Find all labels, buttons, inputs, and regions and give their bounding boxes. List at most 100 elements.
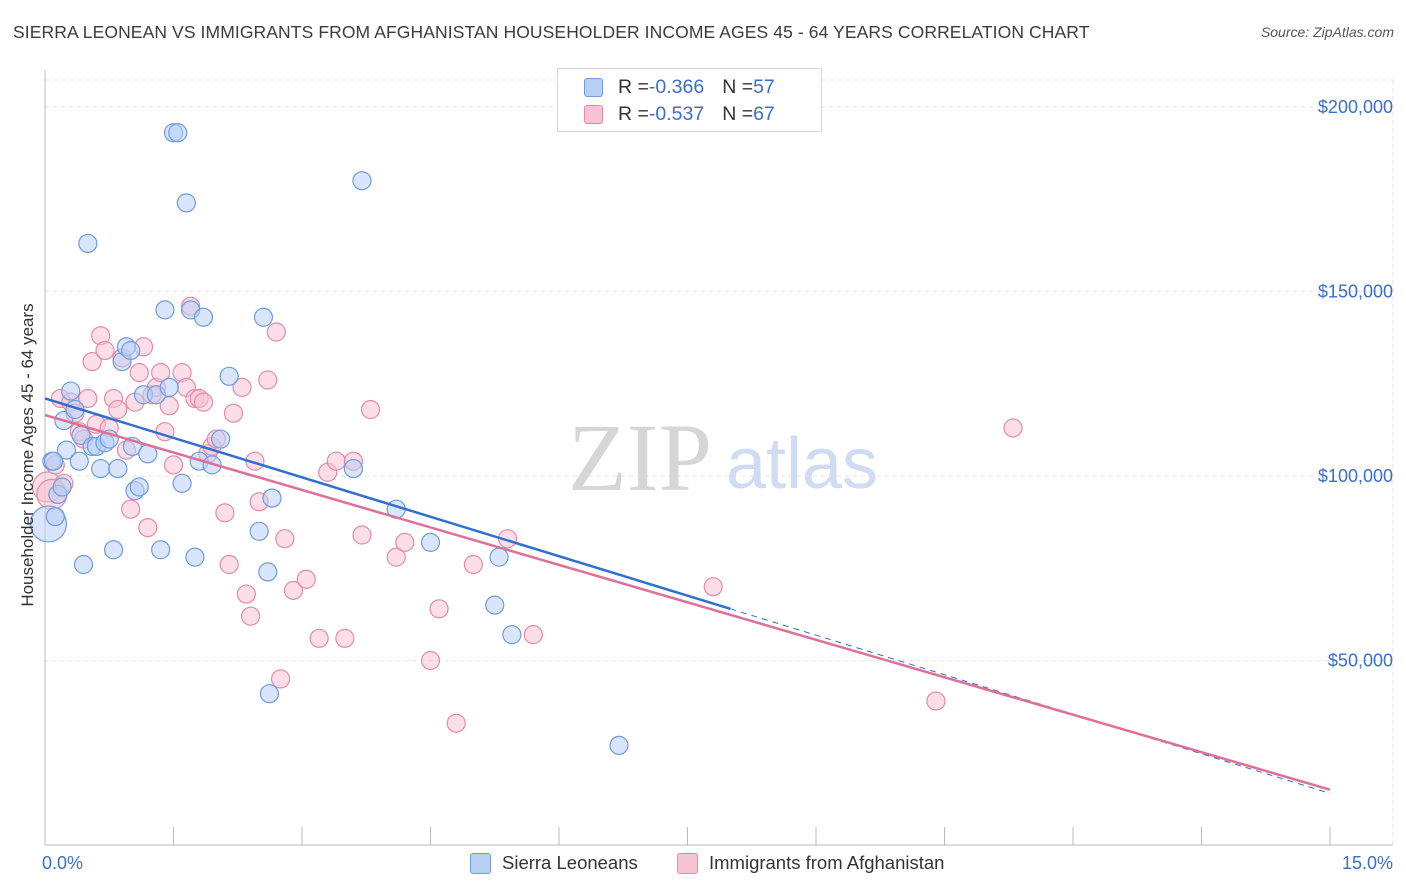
sierra-leonean-point-33 [168, 123, 188, 143]
sierra-leonean-point-9 [69, 451, 89, 471]
afghanistan-point-47 [258, 370, 278, 390]
sierra-leonean-point-39 [193, 307, 214, 327]
sierra-leonean-point-41 [211, 429, 231, 449]
legend-swatch-pink [584, 104, 603, 124]
afghanistan-point-39 [215, 503, 235, 523]
afghanistan-point-13 [95, 340, 115, 361]
afghanistan-point-40 [219, 554, 239, 575]
x-tick-label-min: 0.0% [42, 853, 83, 873]
y-axis-label: Householder Income Ages 45 - 64 years [18, 303, 37, 606]
legend-swatch-afghanistan [677, 852, 698, 874]
trend-lines [44, 397, 1331, 794]
afghanistan-point-51 [283, 580, 304, 600]
legend-item-afghanistan[interactable]: Immigrants from Afghanistan [677, 852, 944, 874]
sierra-leonean-point-56 [43, 451, 64, 471]
afghanistan-point-10 [82, 351, 102, 372]
legend-blue-r-value: -0.366 [648, 75, 705, 98]
sierra-leonean-point-46 [259, 684, 280, 704]
sierra-leonean-point-34 [172, 473, 192, 493]
sierra-leonean-point-7 [61, 381, 81, 401]
afghanistan-point-60 [386, 547, 406, 567]
sierra-leonean-point-15 [91, 458, 111, 479]
afghanistan-point-56 [335, 628, 355, 648]
legend-row-pink: R = -0.537 N = 67 [584, 101, 775, 127]
afghanistan-point-63 [429, 599, 449, 619]
sierra-leonean-point-4 [52, 477, 72, 497]
afghanistan-point-16 [108, 399, 128, 420]
afghanistan-point-65 [463, 554, 483, 575]
watermark-atlas: atlas [726, 424, 878, 504]
sierra-leonean-point-30 [155, 300, 175, 320]
afghanistan-point-52 [296, 569, 316, 589]
afghanistan-point-49 [270, 669, 291, 689]
afghanistan-point-64 [446, 713, 466, 733]
sierra-leonean-point-49 [352, 171, 372, 191]
legend-pink-r-label: R = [618, 102, 649, 125]
afghanistan-point-58 [352, 525, 372, 545]
afghanistan-point-68 [703, 577, 723, 597]
y-tick-label-2: $150,000 [1318, 281, 1393, 301]
sierra-leonean-point-11 [73, 554, 94, 575]
sierra-leonean-point-48 [343, 458, 363, 479]
y-tick-labels: $50,000 $100,000 $150,000 $200,000 [1318, 97, 1393, 671]
sierra-leonean-point-42 [219, 366, 239, 386]
afghanistan-point-59 [360, 399, 381, 420]
legend-label-afghanistan: Immigrants from Afghanistan [709, 852, 945, 873]
afghanistan-point-48 [266, 322, 286, 342]
sierra-leonean-point-44 [253, 307, 274, 327]
afghanistan-point-26 [151, 363, 171, 383]
sierra-leonean-point-43 [249, 521, 269, 541]
afghanistan-point-35 [193, 392, 214, 412]
correlation-legend: R = -0.366 N = 57 R = -0.537 N = 67 [557, 68, 822, 132]
legend-swatch-sierra-leoneans [470, 852, 491, 874]
afghanistan-point-67 [523, 625, 543, 645]
afghanistan-point-55 [326, 451, 346, 471]
afghanistan-point-9 [78, 388, 98, 409]
sierra-leonean-point-12 [78, 233, 98, 254]
sierra-leonean-point-37 [185, 547, 205, 567]
sierra-leonean-point-47 [262, 488, 282, 508]
afghanistan-point-44 [241, 606, 261, 626]
afghanistan-point-50 [275, 529, 295, 549]
watermark-zip: ZIP [568, 404, 712, 511]
legend-label-sierra-leoneans: Sierra Leoneans [502, 852, 638, 873]
legend-row-blue: R = -0.366 N = 57 [584, 74, 775, 100]
y-tick-label-0: $50,000 [1328, 650, 1393, 670]
legend-item-sierra-leoneans[interactable]: Sierra Leoneans [470, 852, 638, 874]
legend-pink-n-label: N = [722, 102, 754, 125]
legend-pink-n-value: 67 [753, 102, 775, 125]
chart-title: SIERRA LEONEAN VS IMMIGRANTS FROM AFGHAN… [13, 22, 1090, 42]
afghanistan-point-70 [1003, 418, 1023, 438]
source-label: Source: ZipAtlas.com [1260, 24, 1394, 40]
sierra-leonean-point-18 [103, 540, 124, 560]
sierra-leonean-point-22 [121, 340, 141, 361]
afghanistan-point-42 [232, 377, 252, 397]
afghanistan-point-69 [926, 691, 946, 711]
watermark: ZIP atlas [568, 404, 878, 511]
trend-line-sierra-leoneans [44, 397, 731, 611]
sierra-leonean-point-55 [609, 735, 629, 755]
afghanistan-point-62 [420, 650, 441, 671]
series-legend: Sierra Leoneans Immigrants from Afghanis… [0, 852, 1406, 878]
legend-pink-r-value: -0.537 [648, 102, 705, 125]
sierra-leonean-point-31 [159, 377, 179, 397]
x-tick-labels: 0.0% 15.0% [42, 853, 1393, 873]
sierra-leonean-point-25 [129, 477, 149, 497]
sierra-leonean-point-35 [176, 193, 196, 213]
legend-blue-r-label: R = [618, 75, 649, 98]
x-tick-label-max: 15.0% [1342, 853, 1393, 873]
sierra-leonean-point-52 [489, 547, 509, 567]
sierra-leonean-point-19 [108, 458, 128, 479]
sierra-leonean-point-2 [45, 506, 65, 527]
afghanistan-point-21 [129, 363, 149, 383]
y-tick-label-3: $200,000 [1318, 97, 1393, 117]
sierra-leonean-point-51 [420, 532, 441, 552]
series-pink-points [31, 296, 1023, 733]
sierra-leonean-point-6 [56, 440, 77, 460]
afghanistan-point-19 [121, 499, 141, 519]
afghanistan-point-43 [236, 584, 256, 604]
afghanistan-point-41 [223, 403, 244, 423]
legend-swatch-blue [584, 77, 603, 97]
sierra-leonean-point-29 [151, 540, 171, 560]
